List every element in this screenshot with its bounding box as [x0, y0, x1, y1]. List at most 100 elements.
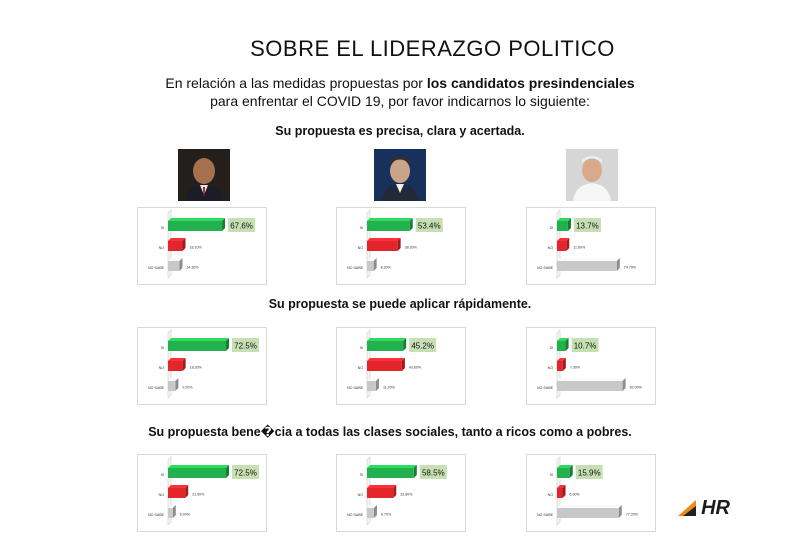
category-label: SI [360, 473, 363, 477]
page-title: SOBRE EL LIDERAZGO POLITICO [250, 36, 615, 61]
value-label: 58.5% [422, 469, 445, 478]
bar-si [557, 465, 573, 478]
logo-triangle-icon [677, 500, 696, 516]
bar-chart-svg: SI 13.7% NO 11.60% NO SABE 74.70% [537, 209, 637, 279]
intro-line-1: En relación a las medidas propuestas por… [0, 75, 800, 91]
value-label: 11.60% [573, 246, 586, 250]
value-label: 15.9% [578, 469, 601, 478]
value-highlight [575, 465, 603, 479]
category-label: NO SABE [148, 266, 165, 270]
value-label: 53.4% [418, 222, 441, 231]
bar-si [367, 465, 417, 478]
intro-line-2: para enfrentar el COVID 19, por favor in… [210, 93, 590, 109]
value-label: 74.70% [624, 266, 637, 270]
value-label: 13.7% [576, 222, 599, 231]
category-label: NO [358, 366, 364, 370]
chart-q2-c3: SI 10.7% NO 7.30% NO SABE 82.00% [526, 327, 656, 405]
bar-no [557, 238, 570, 251]
bar-chart-svg: SI 15.9% NO 6.90% NO SABE 77.20% [537, 456, 639, 526]
category-label: NO [159, 493, 165, 497]
category-label: NO [548, 366, 554, 370]
bar-no-sabe [168, 378, 179, 391]
bar-no-sabe [367, 505, 377, 518]
value-label: 6.90% [570, 493, 581, 497]
chart-q2-c1: SI 72.5% NO 18.30% NO SABE 9.20% [137, 327, 267, 405]
category-label: NO [358, 246, 364, 250]
bar-si [168, 465, 229, 478]
bar-no [367, 238, 401, 251]
candidate-3-photo [566, 149, 618, 201]
category-label: SI [550, 473, 553, 477]
bar-no-sabe [168, 505, 176, 518]
value-label: 11.20% [383, 386, 396, 390]
value-label: 45.2% [411, 342, 434, 351]
category-label: NO SABE [148, 513, 165, 517]
value-label: 9.20% [182, 386, 193, 390]
bar-no-sabe [367, 378, 379, 391]
bar-no [557, 485, 566, 498]
candidate-1-photo [178, 149, 230, 201]
bar-no [168, 485, 189, 498]
bar-chart-svg: SI 53.4% NO 38.30% NO SABE 8.30% [347, 209, 443, 279]
candidate-2-photo [374, 149, 426, 201]
brand-text: HR [701, 497, 730, 519]
category-label: SI [360, 226, 363, 230]
value-label: 32.80% [400, 493, 413, 497]
bar-si [367, 338, 407, 351]
value-label: 43.60% [409, 366, 422, 370]
question-1: Su propuesta es precisa, clara y acertad… [275, 124, 525, 138]
value-highlight [228, 218, 256, 232]
value-label: 67.6% [230, 222, 253, 231]
chart-q2-c2: SI 45.2% NO 43.60% NO SABE 11.20% [336, 327, 466, 405]
intro-bold: los candidatos presindenciales [426, 75, 635, 91]
bar-no-sabe [168, 258, 183, 271]
bar-no-sabe [557, 258, 620, 271]
bar-si [557, 218, 571, 231]
category-label: SI [161, 473, 164, 477]
value-highlight [419, 465, 447, 479]
category-label: NO [548, 246, 554, 250]
category-label: SI [161, 346, 164, 350]
value-label: 77.20% [626, 513, 639, 517]
bar-chart-svg: SI 72.5% NO 21.50% NO SABE 6.00% [148, 456, 259, 526]
bar-si [168, 218, 226, 231]
bar-si [168, 338, 229, 351]
chart-q1-c2: SI 53.4% NO 38.30% NO SABE 8.30% [336, 207, 466, 285]
value-label: 8.70% [381, 513, 392, 517]
bar-no [168, 358, 186, 371]
bar-chart-svg: SI 67.6% NO 18.10% NO SABE 14.30% [148, 209, 256, 279]
bar-no [168, 238, 186, 251]
bar-chart-svg: SI 45.2% NO 43.60% NO SABE 11.20% [347, 329, 437, 399]
category-label: SI [550, 346, 553, 350]
category-label: NO [159, 366, 165, 370]
category-label: SI [550, 226, 553, 230]
chart-q1-c1: SI 67.6% NO 18.10% NO SABE 14.30% [137, 207, 267, 285]
bar-no [367, 485, 397, 498]
category-label: NO SABE [148, 386, 165, 390]
value-label: 7.30% [570, 366, 581, 370]
bar-no-sabe [557, 505, 622, 518]
bar-chart-svg: SI 10.7% NO 7.30% NO SABE 82.00% [537, 329, 643, 399]
value-highlight [232, 465, 259, 479]
chart-q1-c3: SI 13.7% NO 11.60% NO SABE 74.70% [526, 207, 656, 285]
category-label: NO SABE [537, 266, 554, 270]
bar-si [367, 218, 413, 231]
value-highlight [232, 338, 259, 352]
value-highlight [415, 218, 443, 232]
bar-si [557, 338, 569, 351]
intro-prefix: En relación a las medidas propuestas por [165, 75, 427, 91]
bar-chart-svg: SI 58.5% NO 32.80% NO SABE 8.70% [347, 456, 447, 526]
category-label: NO SABE [347, 386, 364, 390]
category-label: NO [358, 493, 364, 497]
category-label: NO SABE [537, 386, 554, 390]
value-highlight [573, 218, 601, 232]
bar-no [557, 358, 566, 371]
chart-q3-c3: SI 15.9% NO 6.90% NO SABE 77.20% [526, 454, 656, 532]
bar-no [367, 358, 405, 371]
value-highlight [571, 338, 599, 352]
value-label: 14.30% [186, 266, 199, 270]
bar-no-sabe [367, 258, 377, 271]
value-label: 72.5% [234, 342, 257, 351]
chart-q3-c2: SI 58.5% NO 32.80% NO SABE 8.70% [336, 454, 466, 532]
value-label: 18.30% [190, 366, 203, 370]
